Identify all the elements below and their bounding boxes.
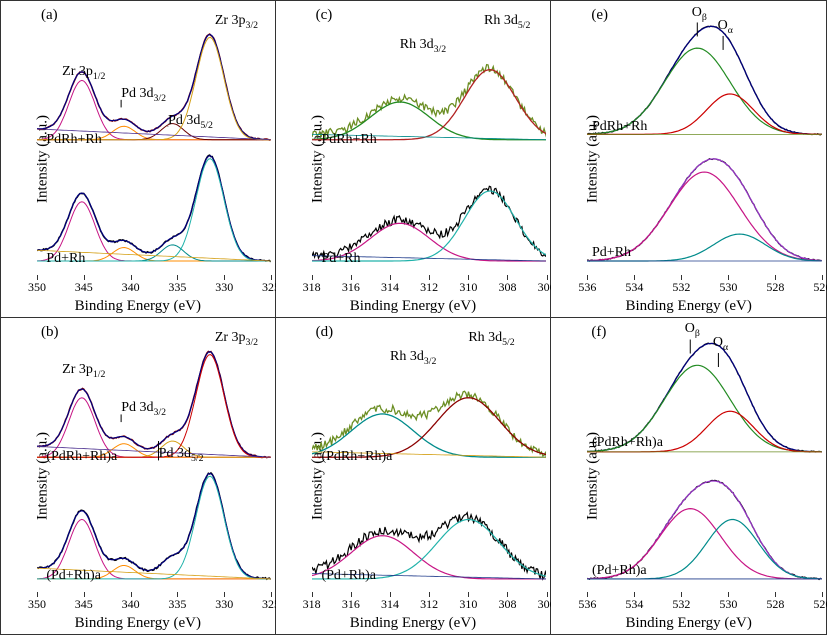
x-axis-label: Binding Energy (eV) (350, 298, 476, 315)
tick-label: 330 (215, 597, 233, 612)
xps-curve (312, 186, 547, 258)
peak-label: Zr 3p1/2 (62, 362, 105, 380)
xps-curve (37, 159, 271, 261)
tick-label: 536 (578, 280, 596, 295)
peak-label: Rh 3d5/2 (484, 13, 530, 31)
peak-label: Pd 3d5/2 (168, 113, 213, 131)
xps-curve (37, 476, 271, 579)
peak-label: Pd 3d3/2 (121, 86, 166, 104)
tick-label: 530 (719, 280, 737, 295)
sample-label: PdRh+Rh (46, 132, 101, 148)
tick-label: 534 (625, 597, 643, 612)
tick-label: 534 (625, 280, 643, 295)
tick-label: 310 (459, 597, 477, 612)
tick-label: 314 (381, 597, 399, 612)
peak-label: Zr 3p3/2 (215, 13, 258, 31)
tick-label: 310 (459, 280, 477, 295)
panel-a: (a)Intensity (a.u.)Binding Energy (eV)Pd… (0, 0, 276, 318)
tick-label: 350 (28, 597, 46, 612)
sample-label: Pd+Rh (46, 251, 85, 267)
tick-label: 316 (342, 597, 360, 612)
tick-label: 530 (719, 597, 737, 612)
peak-label: Rh 3d5/2 (468, 330, 514, 348)
tick-label: 308 (498, 597, 516, 612)
tick-label: 528 (766, 280, 784, 295)
sample-label: (Pd+Rh)a (592, 563, 647, 579)
tick-label: 318 (303, 597, 321, 612)
sample-label: (Pd+Rh)a (46, 568, 101, 584)
sample-label: PdRh+Rh (592, 119, 647, 135)
x-axis-label: Binding Energy (eV) (75, 615, 201, 632)
tick-label: 526 (813, 280, 827, 295)
tick-label: 345 (75, 280, 93, 295)
tick-label: 312 (420, 280, 438, 295)
xps-curve (37, 156, 271, 261)
sample-label: (Pd+Rh)a (321, 568, 376, 584)
tick-label: 308 (498, 280, 516, 295)
peak-label: Rh 3d3/2 (390, 349, 436, 367)
sample-label: Pd+Rh (592, 245, 631, 261)
peak-label: Pd 3d5/2 (159, 446, 204, 464)
tick-label: 340 (122, 597, 140, 612)
panel-grid: (a)Intensity (a.u.)Binding Energy (eV)Pd… (0, 0, 827, 635)
tick-label: 528 (766, 597, 784, 612)
x-axis-label: Binding Energy (eV) (625, 615, 751, 632)
sample-label: PdRh+Rh (321, 132, 376, 148)
xps-curve (37, 473, 271, 579)
sample-label: (PdRh+Rh)a (46, 449, 117, 465)
tick-label: 335 (168, 280, 186, 295)
tick-label: 526 (813, 597, 827, 612)
panel-e: (e)Intensity (a.u.)Binding Energy (eV)Pd… (551, 0, 827, 318)
tick-label: 340 (122, 280, 140, 295)
tick-label: 318 (303, 280, 321, 295)
tick-label: 316 (342, 280, 360, 295)
tick-label: 350 (28, 280, 46, 295)
tick-label: 536 (578, 597, 596, 612)
sample-label: (PdRh+Rh)a (592, 435, 663, 451)
xps-curve (312, 391, 547, 458)
oxygen-label: Oα (718, 18, 733, 36)
tick-label: 532 (672, 280, 690, 295)
tick-label: 314 (381, 280, 399, 295)
panel-b: (b)Intensity (a.u.)Binding Energy (eV)(P… (0, 318, 276, 635)
oxygen-label: Oβ (692, 5, 707, 23)
oxygen-label: Oβ (685, 321, 700, 339)
tick-label: 345 (75, 597, 93, 612)
peak-label: Rh 3d3/2 (400, 37, 446, 55)
tick-label: 335 (168, 597, 186, 612)
xps-curve (312, 65, 547, 138)
panel-d: (d)Intensity (a.u.)Binding Energy (eV)(P… (276, 318, 552, 635)
peak-label: Zr 3p1/2 (62, 64, 105, 82)
tick-label: 312 (420, 597, 438, 612)
tick-label: 330 (215, 280, 233, 295)
peak-label: Pd 3d3/2 (121, 400, 166, 418)
tick-label: 532 (672, 597, 690, 612)
sample-label: (PdRh+Rh)a (321, 449, 392, 465)
plot-area-f (587, 322, 822, 593)
peak-label: Zr 3p3/2 (215, 330, 258, 348)
sample-label: Pd+Rh (321, 251, 360, 267)
panel-f: (f)Intensity (a.u.)Binding Energy (eV)(P… (551, 318, 827, 635)
oxygen-label: Oα (713, 335, 728, 353)
x-axis-label: Binding Energy (eV) (75, 298, 201, 315)
x-axis-label: Binding Energy (eV) (625, 298, 751, 315)
x-axis-label: Binding Energy (eV) (350, 615, 476, 632)
panel-c: (c)Intensity (a.u.)Binding Energy (eV)Pd… (276, 0, 552, 318)
plot-area-e (587, 5, 822, 275)
